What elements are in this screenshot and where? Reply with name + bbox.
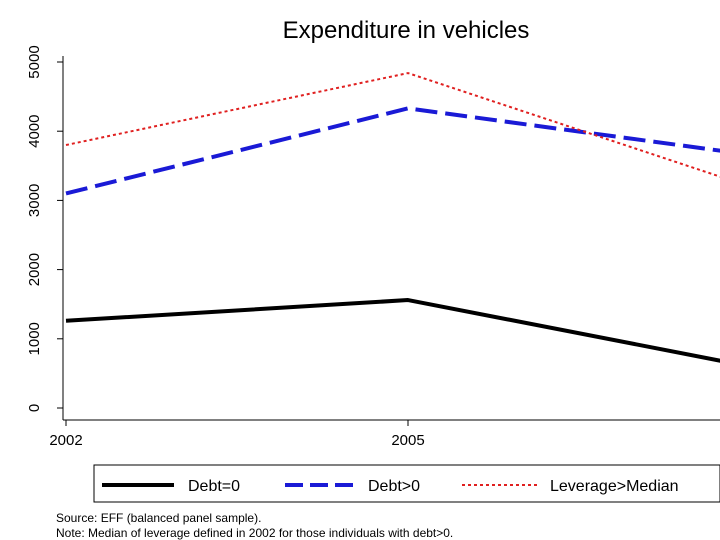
y-tick-label: 2000 [26, 253, 43, 286]
legend-label-debt-0: Debt=0 [188, 478, 240, 495]
series-layer [65, 72, 720, 363]
legend: Debt=0 Debt>0 Leverage>Median [93, 464, 720, 503]
y-tick-label: 1000 [26, 322, 43, 355]
x-ticks: 2002 2005 [49, 420, 425, 449]
legend-label-debt-positive: Debt>0 [368, 478, 420, 495]
legend-box [93, 464, 720, 503]
y-ticks: 0 1000 2000 3000 4000 5000 [26, 45, 63, 412]
x-tick-label: 2002 [49, 432, 82, 449]
leverage-note: Note: Median of leverage defined in 2002… [56, 526, 453, 540]
series-line-1 [65, 106, 720, 196]
series-line-0 [65, 298, 720, 363]
series-line-2 [65, 72, 720, 178]
y-tick-label: 3000 [26, 184, 43, 217]
x-tick-label: 2005 [391, 432, 424, 449]
y-tick-label: 0 [26, 404, 43, 412]
y-tick-label: 5000 [26, 45, 43, 78]
source-note: Source: EFF (balanced panel sample). [56, 511, 261, 525]
chart-title: Expenditure in vehicles [283, 17, 530, 44]
legend-label-leverage-median: Leverage>Median [550, 478, 679, 495]
y-tick-label: 4000 [26, 115, 43, 148]
